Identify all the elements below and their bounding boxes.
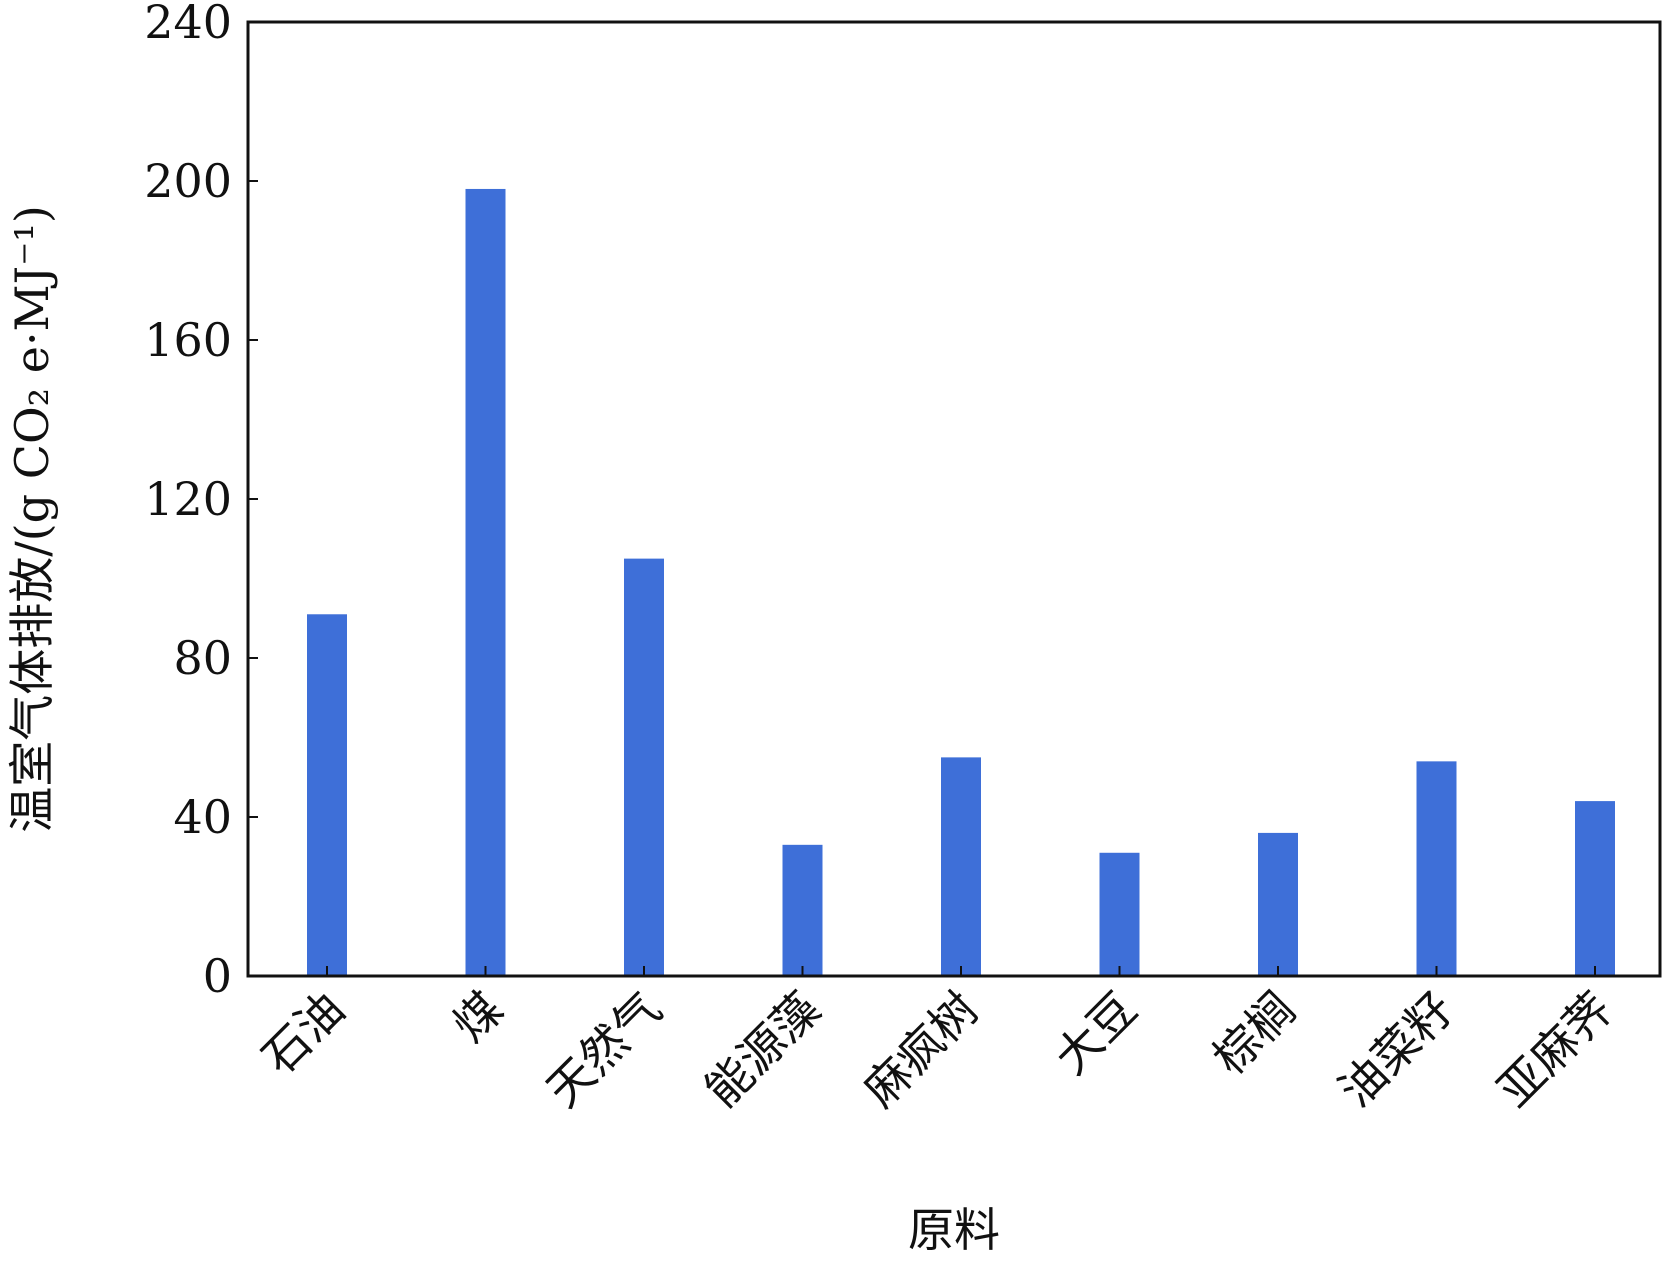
x-axis-title: 原料 [908,1203,1000,1257]
x-tick-label: 煤 [443,982,514,1053]
y-tick-label: 40 [173,790,232,844]
bar-1 [307,614,347,976]
y-tick-label: 120 [144,472,232,526]
x-tick-label: 石油 [252,982,355,1085]
y-tick-label: 80 [173,631,232,685]
bar-5 [941,757,981,976]
x-axis-ticks: 石油 煤天然气 能源藻 麻疯树 大豆 棕榈 油菜籽 亚麻荠 [252,966,1623,1117]
bar-7 [1258,832,1298,976]
y-tick-label: 160 [144,313,232,367]
bar-9 [1575,801,1615,976]
y-tick-label: 0 [203,949,232,1003]
y-tick-label: 240 [144,0,232,49]
x-tick-label: 棕榈 [1203,982,1306,1085]
bar-3 [624,558,664,976]
bar-8 [1416,761,1457,976]
bar-4 [782,844,823,976]
x-tick-label: 亚麻荠 [1487,982,1623,1118]
y-axis-title: 温室气体排放/(g CO₂ e·MJ⁻¹) [5,205,59,833]
x-tick-label: 大豆 [1044,982,1147,1085]
x-tick-label: 麻疯树 [853,982,989,1118]
x-tick-label: 能源藻 [695,982,831,1118]
bars-layer [307,188,1615,976]
bar-6 [1099,852,1140,976]
y-tick-label: 200 [144,154,232,208]
y-axis-ticks: 0 40 80 120 160 200 240 [144,0,258,1003]
x-tick-label: 天然气 [536,982,672,1118]
bar-2 [465,188,506,976]
x-tick-label: 油菜籽 [1329,982,1465,1118]
